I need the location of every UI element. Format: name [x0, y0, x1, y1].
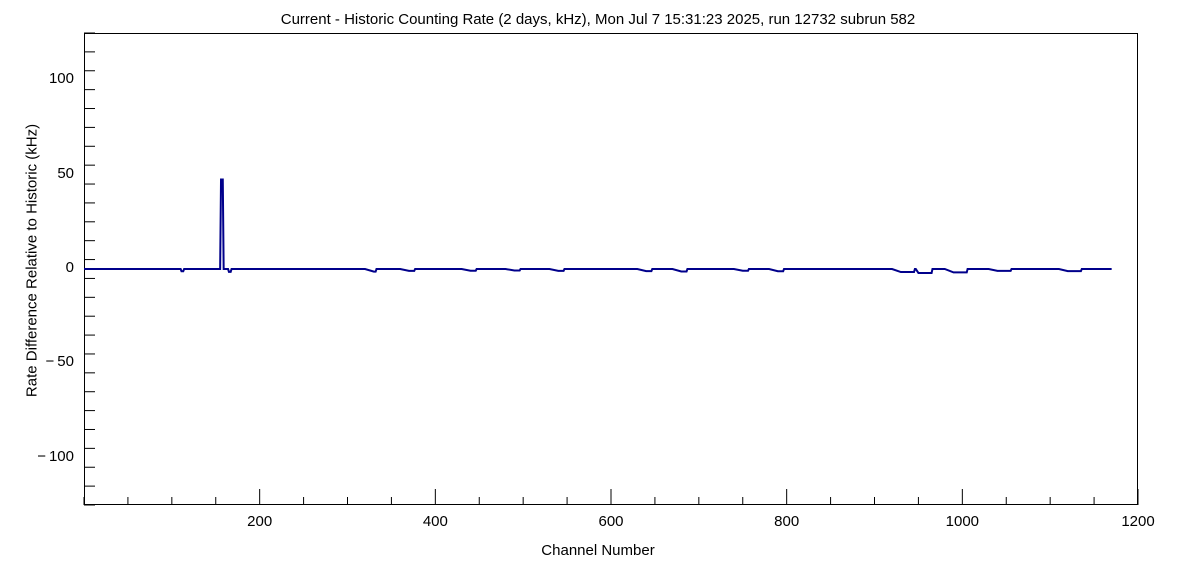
y-tick-label: 100 [48, 70, 74, 88]
x-tick-label: 600 [598, 513, 624, 530]
y-tick-label: 50 [57, 164, 74, 182]
x-tick-label: 1200 [1121, 513, 1155, 530]
x-tick-label: 800 [774, 513, 800, 530]
series-polyline [84, 178, 1112, 274]
x-tick-label: 400 [422, 513, 448, 530]
data-series-line [84, 178, 1112, 274]
chart-title: Current - Historic Counting Rate (2 days… [280, 11, 916, 28]
x-tick-label: 1000 [945, 513, 980, 530]
x-axis-title: Channel Number [541, 542, 655, 559]
y-tick-label: 0 [65, 259, 74, 276]
y-tick-label: − 100 [37, 447, 74, 465]
x-tick-label: 200 [247, 513, 273, 530]
y-tick-label: − 50 [45, 353, 74, 371]
plot-canvas [84, 178, 1112, 274]
